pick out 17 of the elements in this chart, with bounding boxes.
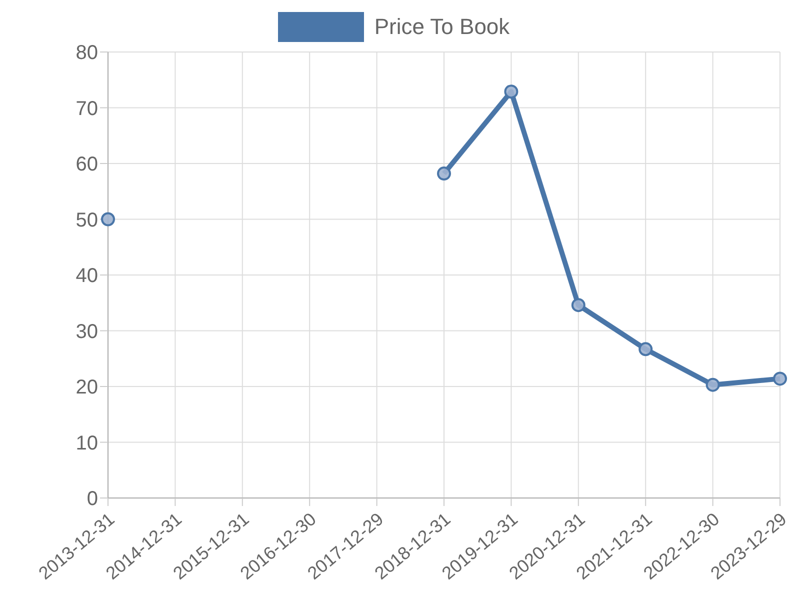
y-tick-label: 50 [76, 209, 98, 232]
point [101, 212, 115, 226]
point [706, 378, 720, 392]
y-tick-label: 20 [76, 376, 98, 399]
y-tick-label: 30 [76, 320, 98, 343]
point [773, 372, 787, 386]
y-tick-label: 60 [76, 154, 98, 176]
point [638, 342, 653, 356]
y-tick-label: 70 [76, 98, 98, 120]
y-tick-label: 40 [76, 265, 98, 288]
legend-label: Price To Book [374, 14, 510, 40]
y-tick-label: 80 [76, 42, 98, 64]
y-tick-label: 0 [86, 488, 98, 510]
point [571, 298, 586, 312]
y-tick-label: 10 [76, 432, 98, 454]
point [437, 166, 451, 181]
point [504, 84, 518, 99]
